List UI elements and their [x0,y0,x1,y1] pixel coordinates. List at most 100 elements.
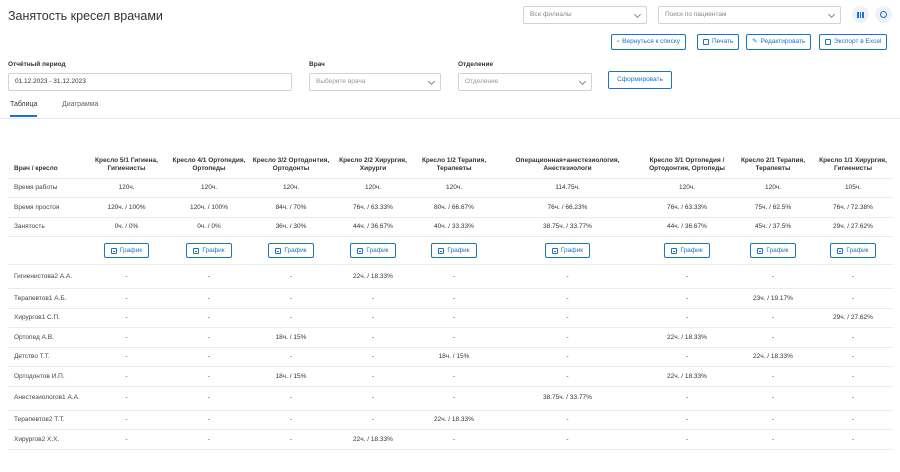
summary-cell: 120ч. [733,178,813,198]
chart-button[interactable]: График [544,243,591,258]
doctor-cell: - [813,347,893,367]
doctor-cell: - [85,264,168,289]
chart-button[interactable]: График [664,243,710,258]
settings-button[interactable] [875,6,892,23]
pencil-icon: ✎ [752,38,758,45]
chart-button-cell: График [641,236,733,265]
doctor-cell: - [494,288,641,309]
chart-icon [110,247,117,254]
chart-button-label: График [202,247,225,254]
doctor-row: Терапевтов1 А.Б. - - - - - - -23ч. / 19.17% - [8,288,893,309]
doctor-row: Гигиенистова2 А.А. - - -22ч. / 18.33% - - - - - [8,264,893,289]
chart-button[interactable]: График [268,243,314,258]
doctor-cell: - [494,366,641,387]
chart-button[interactable]: График [830,243,876,258]
chart-button-cell: График [332,236,414,265]
summary-cell: 44ч. / 36.67% [332,217,414,237]
doctor-cell: - [168,366,250,387]
doctor-cell: - [332,288,414,309]
doctor-name: Детство Т.Т. [8,347,85,367]
summary-cell: 36ч. / 30% [250,217,332,237]
doctor-cell: - [250,347,332,367]
summary-row-label: Время простоя [8,197,85,218]
chart-icon [275,247,282,254]
doctor-cell: - [332,386,414,411]
patient-search-placeholder: Поиск по пациентам [665,11,727,18]
doctor-name: Ортодонтов И.П. [8,366,85,387]
summary-cell: 45ч. / 37.5% [733,217,813,237]
summary-cell: 114.75ч. [494,178,641,198]
doctor-cell: - [494,327,641,348]
columns-button[interactable] [852,6,869,23]
print-button[interactable]: Печать [697,34,740,50]
branch-select[interactable]: Все филиалы [523,6,647,24]
doctor-row: Хирургов1 С.П. - - - - - - - -29ч. / 27.62% [8,308,893,328]
column-header: Кресло 3/1 Ортопедия / Ортодонтия, Ортоп… [641,134,733,179]
doctor-name: Терапевтов2 Т.Т. [8,410,85,430]
doctor-row: Ортопед А.В. - -18ч. / 15% - - -22ч. / 18.33%… [8,327,893,348]
doctor-cell: - [641,288,733,309]
period-input[interactable]: 01.12.2023 - 31.12.2023 [8,73,292,91]
doctor-cell: - [85,386,168,411]
table-header-row: Врач / кресло Кресло 5/1 Гигиена, Гигиен… [8,134,893,179]
doctor-cell: - [332,410,414,430]
branch-select-value: Все филиалы [530,11,572,18]
generate-button[interactable]: Сформировать [608,71,672,89]
doctor-select[interactable]: Выберите врача [309,73,441,91]
chart-button-cell: График [85,236,168,265]
chart-button-cell: График [494,236,641,265]
column-header: Кресло 3/2 Ортодонтия, Ортодонты [250,134,332,179]
doctor-cell: - [85,347,168,367]
doctor-cell: - [414,327,494,348]
chart-button-cell: График [813,236,893,265]
tabs-divider [0,118,900,119]
doctor-row: Анестезиологов1 А.А. - - - - -38.75ч. / 33.77… [8,386,893,411]
summary-cell: 120ч. / 100% [168,197,250,218]
file-icon [825,39,831,45]
summary-cell: 40ч. / 33.33% [414,217,494,237]
edit-button[interactable]: ✎ Редактировать [746,34,812,50]
doctor-cell: - [414,386,494,411]
back-to-list-button[interactable]: ‹ Вернуться к списку [611,34,686,50]
doctor-name: Хирургов2 Х.Х. [8,429,85,450]
chevron-down-icon [633,10,642,19]
doctor-cell: - [168,308,250,328]
chart-button[interactable]: График [350,243,396,258]
chart-button-cell: График [414,236,494,265]
doctor-cell: - [168,386,250,411]
printer-icon [703,39,709,45]
chevron-down-icon [427,77,436,86]
doctor-cell: - [85,410,168,430]
doctor-cell: - [414,288,494,309]
doctor-cell: - [250,410,332,430]
doctor-cell: 22ч. / 18.33% [332,429,414,450]
patient-search-select[interactable]: Поиск по пациентам [658,6,841,24]
chart-button[interactable]: График [431,243,477,258]
doctor-cell: - [733,386,813,411]
doctor-cell: - [414,366,494,387]
chart-button[interactable]: График [750,243,796,258]
doctor-cell: - [641,347,733,367]
chart-button[interactable]: График [103,243,150,258]
tab-chart[interactable]: Диаграмма [62,101,99,108]
summary-cell: 44ч. / 36.67% [641,217,733,237]
chart-button[interactable]: График [186,243,232,258]
doctor-cell: - [813,366,893,387]
tab-table[interactable]: Таблица [10,101,38,117]
doctor-cell: - [641,264,733,289]
doctor-row: Ортодонтов И.П. - -18ч. / 15% - - -22ч. / 18.… [8,366,893,387]
chart-button-label: График [680,247,703,254]
doctor-cell: 18ч. / 15% [414,347,494,367]
summary-cell: 0ч. / 0% [85,217,168,237]
doctor-cell: 22ч. / 18.33% [641,366,733,387]
doctor-name: Ортопед А.В. [8,327,85,348]
doctor-cell: - [813,386,893,411]
summary-cell: 120ч. [414,178,494,198]
chevron-down-icon [827,10,836,19]
summary-row: Время простоя 120ч. / 100% 120ч. / 100% 84ч… [8,197,893,218]
chart-button-cell: График [250,236,332,265]
export-excel-button[interactable]: Экспорт в Excel [819,34,888,50]
department-select[interactable]: Отделение [458,73,592,91]
chart-button-cell: График [733,236,813,265]
doctor-cell: - [332,366,414,387]
